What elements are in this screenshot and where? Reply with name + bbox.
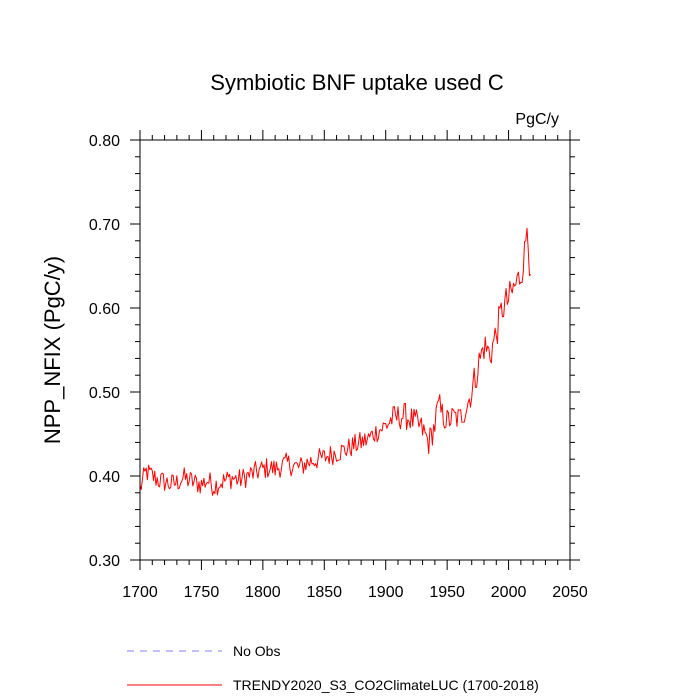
x-tick-label: 2000	[491, 584, 527, 601]
x-tick-label: 1750	[184, 584, 220, 601]
axis-ticks	[130, 130, 580, 570]
x-tick-label: 1700	[122, 584, 158, 601]
x-tick-label: 1800	[245, 584, 281, 601]
x-tick-label: 1850	[306, 584, 342, 601]
x-tick-label: 2050	[552, 584, 588, 601]
legend: No Obs TRENDY2020_S3_CO2ClimateLUC (1700…	[127, 643, 539, 693]
y-tick-label: 0.40	[89, 469, 120, 486]
plot-frame	[139, 139, 571, 561]
y-tick-label: 0.50	[89, 385, 120, 402]
y-tick-label: 0.80	[89, 133, 120, 150]
legend-label-no-obs: No Obs	[233, 643, 280, 659]
plot-area	[139, 227, 532, 496]
x-tick-label: 1900	[368, 584, 404, 601]
x-tick-label: 1950	[429, 584, 465, 601]
y-tick-label: 0.60	[89, 301, 120, 318]
y-axis-label: NPP_NFIX (PgC/y)	[40, 256, 65, 444]
y-tick-label: 0.30	[89, 553, 120, 570]
series-line	[139, 227, 532, 496]
units-label: PgC/y	[515, 111, 559, 128]
y-tick-label: 0.70	[89, 217, 120, 234]
chart-title: Symbiotic BNF uptake used C	[210, 70, 504, 95]
x-tick-labels: 1700 1750 1800 1850 1900 1950 2000 2050	[122, 584, 588, 601]
legend-label-trendy: TRENDY2020_S3_CO2ClimateLUC (1700-2018)	[233, 677, 539, 693]
y-tick-labels: 0.30 0.40 0.50 0.60 0.70 0.80	[89, 133, 120, 570]
